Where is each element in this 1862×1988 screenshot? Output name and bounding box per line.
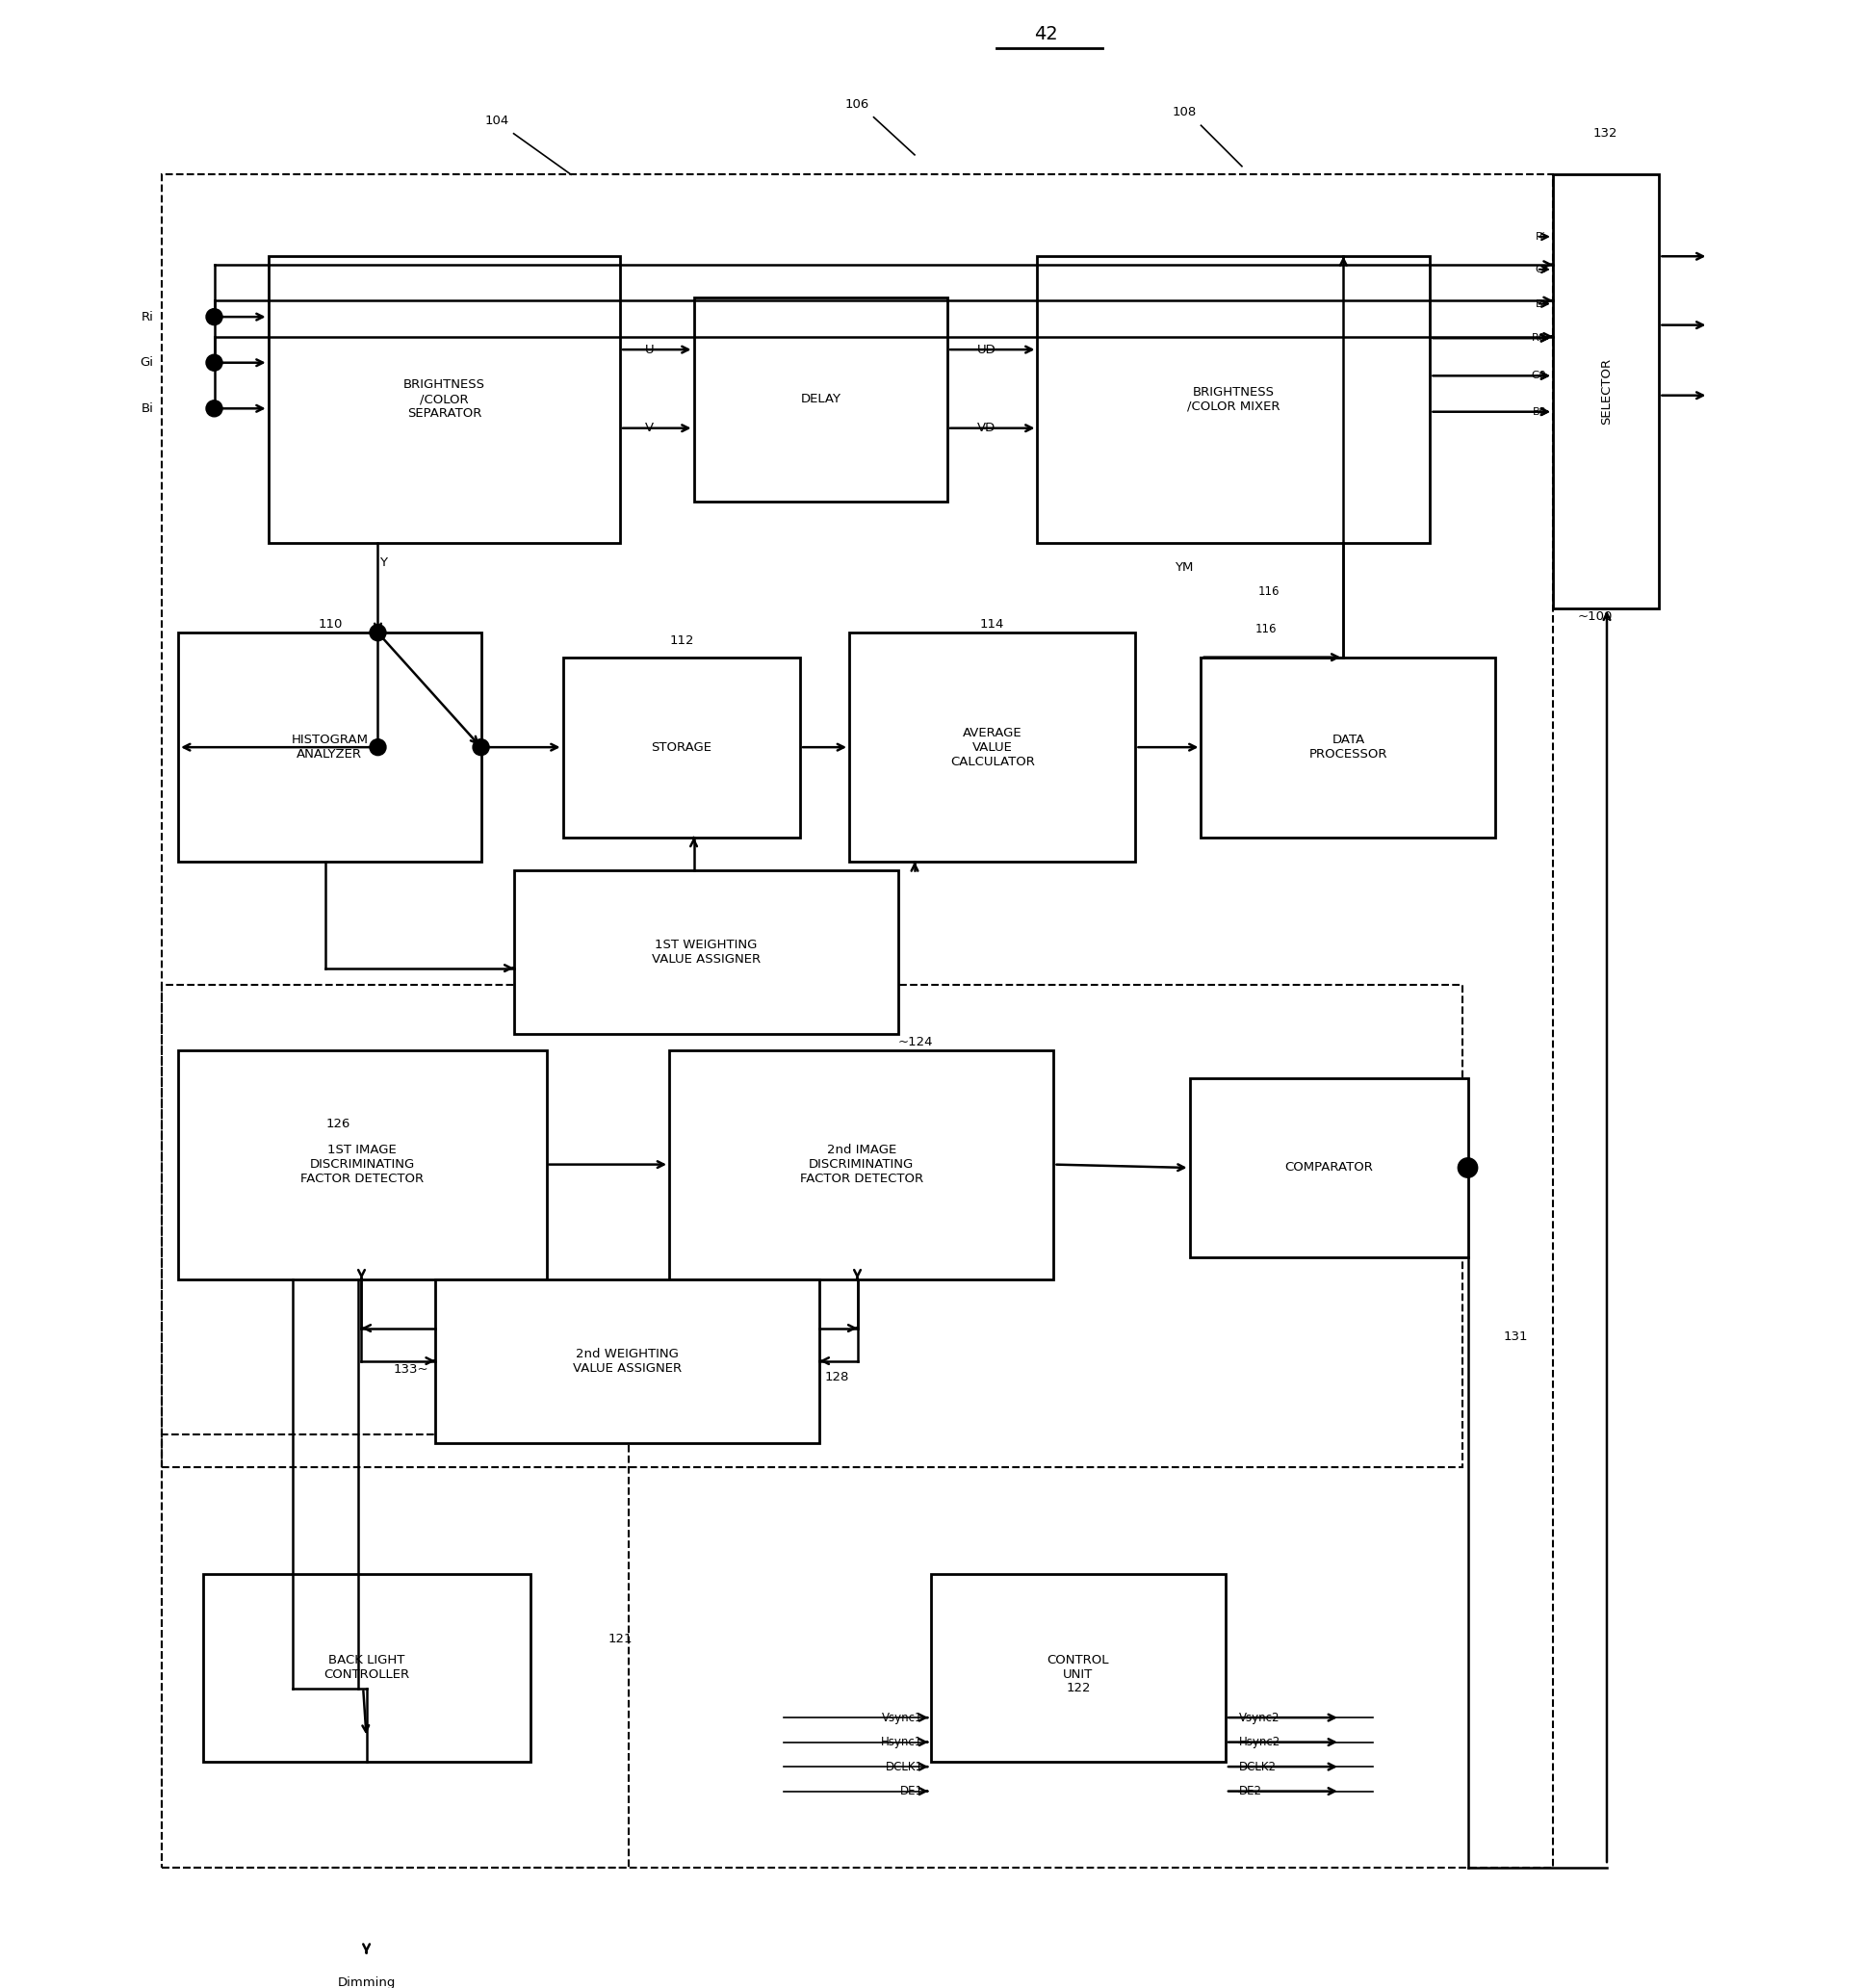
Text: Hsync2: Hsync2: [1238, 1736, 1281, 1747]
Bar: [268, 256, 620, 543]
Text: Vsync1: Vsync1: [883, 1712, 924, 1724]
Text: 2nd IMAGE
DISCRIMINATING
FACTOR DETECTOR: 2nd IMAGE DISCRIMINATING FACTOR DETECTOR: [801, 1143, 924, 1185]
Text: Gi: Gi: [140, 356, 155, 370]
Circle shape: [473, 740, 490, 755]
Text: BRIGHTNESS
/COLOR MIXER: BRIGHTNESS /COLOR MIXER: [1188, 386, 1281, 414]
Text: DE1: DE1: [899, 1785, 924, 1797]
Bar: [1553, 175, 1659, 608]
Circle shape: [371, 740, 385, 755]
Text: DATA
PROCESSOR: DATA PROCESSOR: [1309, 734, 1387, 761]
Text: ~124: ~124: [897, 1036, 933, 1048]
Text: Gi: Gi: [1534, 264, 1545, 274]
Bar: [162, 984, 1464, 1467]
Text: 110: 110: [318, 618, 343, 630]
Text: BRIGHTNESS
/COLOR
SEPARATOR: BRIGHTNESS /COLOR SEPARATOR: [404, 380, 486, 419]
Text: Y: Y: [380, 557, 387, 569]
Text: YM: YM: [1175, 561, 1194, 573]
Text: 126: 126: [326, 1117, 350, 1129]
Text: CONTROL
UNIT: CONTROL UNIT: [1046, 1654, 1110, 1682]
Text: R0: R0: [1532, 334, 1545, 344]
Circle shape: [207, 400, 222, 417]
Text: 106: 106: [845, 97, 870, 111]
Bar: [668, 1050, 1054, 1278]
Bar: [203, 1574, 531, 1761]
Text: 116: 116: [1259, 586, 1279, 598]
Text: ~100: ~100: [1577, 610, 1612, 622]
Text: 133~: 133~: [393, 1364, 428, 1376]
Bar: [1201, 658, 1495, 837]
Circle shape: [1458, 1157, 1478, 1177]
Bar: [162, 1435, 627, 1869]
Bar: [436, 1278, 819, 1443]
Bar: [514, 871, 897, 1034]
Text: Dimming: Dimming: [337, 1976, 395, 1988]
Text: G0: G0: [1531, 372, 1545, 380]
Bar: [695, 298, 948, 501]
Text: STORAGE: STORAGE: [652, 742, 711, 753]
Text: DCLK1: DCLK1: [884, 1761, 924, 1773]
Text: SELECTOR: SELECTOR: [1599, 358, 1612, 425]
Text: B0: B0: [1532, 408, 1545, 417]
Text: DELAY: DELAY: [801, 394, 842, 406]
Text: AVERAGE
VALUE
CALCULATOR: AVERAGE VALUE CALCULATOR: [950, 726, 1035, 767]
Circle shape: [371, 624, 385, 640]
Text: 1ST IMAGE
DISCRIMINATING
FACTOR DETECTOR: 1ST IMAGE DISCRIMINATING FACTOR DETECTOR: [300, 1143, 425, 1185]
Bar: [849, 632, 1136, 861]
Bar: [1037, 256, 1430, 543]
Bar: [162, 175, 1553, 1869]
Text: Hsync1: Hsync1: [881, 1736, 924, 1747]
Text: V: V: [644, 421, 654, 435]
Text: Ri: Ri: [142, 310, 155, 324]
Text: Bi: Bi: [142, 402, 155, 415]
Text: 116: 116: [1255, 622, 1277, 636]
Text: UD: UD: [978, 344, 996, 356]
Text: U: U: [644, 344, 654, 356]
Bar: [179, 1050, 546, 1278]
Text: BACK LIGHT
CONTROLLER: BACK LIGHT CONTROLLER: [324, 1654, 410, 1682]
Text: 131: 131: [1504, 1330, 1529, 1342]
Bar: [562, 658, 801, 837]
Text: 132: 132: [1594, 127, 1618, 139]
Text: 104: 104: [486, 113, 510, 127]
Text: COMPARATOR: COMPARATOR: [1285, 1161, 1372, 1175]
Text: Bi: Bi: [1536, 298, 1545, 308]
Circle shape: [207, 354, 222, 372]
Text: DE2: DE2: [1238, 1785, 1262, 1797]
Text: 122: 122: [1067, 1682, 1091, 1694]
Bar: [931, 1574, 1225, 1761]
Text: 1ST WEIGHTING
VALUE ASSIGNER: 1ST WEIGHTING VALUE ASSIGNER: [652, 938, 760, 966]
Bar: [1190, 1077, 1467, 1258]
Text: 121: 121: [607, 1632, 633, 1646]
Text: VD: VD: [978, 421, 996, 435]
Text: 128: 128: [825, 1372, 849, 1384]
Text: Vsync2: Vsync2: [1238, 1712, 1279, 1724]
Text: 42: 42: [1033, 26, 1058, 44]
Text: 114: 114: [979, 618, 1004, 630]
Text: HISTOGRAM
ANALYZER: HISTOGRAM ANALYZER: [290, 734, 369, 761]
Text: 2nd WEIGHTING
VALUE ASSIGNER: 2nd WEIGHTING VALUE ASSIGNER: [573, 1348, 681, 1374]
Text: 112: 112: [670, 634, 695, 648]
Text: Ri: Ri: [1536, 233, 1545, 241]
Text: 108: 108: [1173, 105, 1197, 119]
Text: DCLK2: DCLK2: [1238, 1761, 1275, 1773]
Bar: [179, 632, 480, 861]
Circle shape: [207, 308, 222, 326]
